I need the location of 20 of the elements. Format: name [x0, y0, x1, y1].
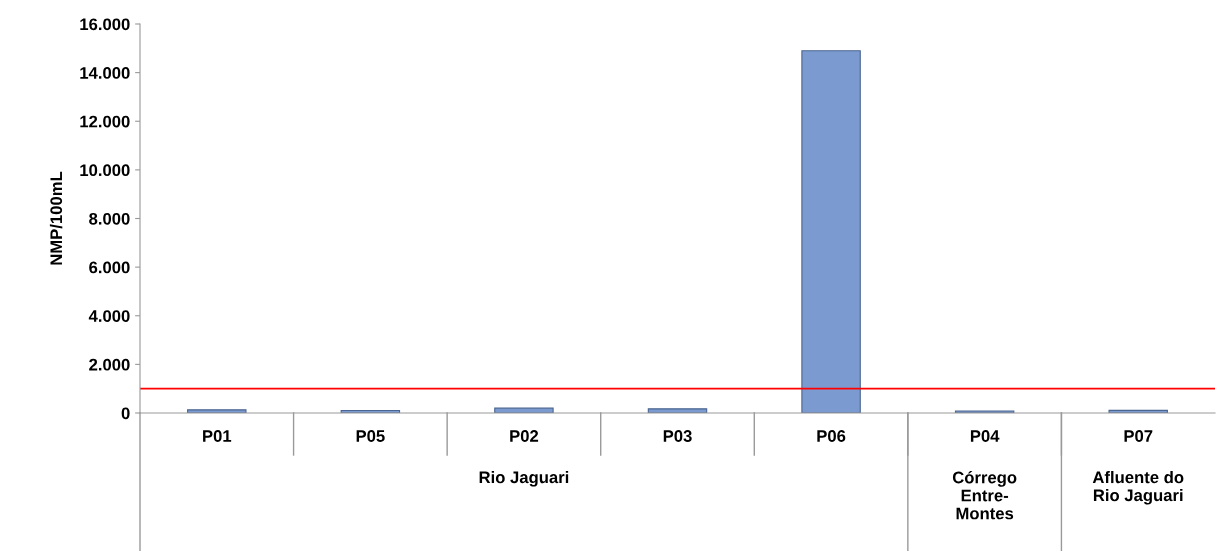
x-tick-label: P05: [356, 430, 385, 442]
x-tick-label: P04: [970, 430, 1000, 442]
y-tick-label: 2.000: [89, 358, 130, 371]
y-tick-label: 6.000: [89, 261, 130, 274]
x-tick-label: P07: [1124, 430, 1153, 442]
text: Afluente do Rio Jaguari: [1092, 471, 1184, 505]
y-tick-label: 16.000: [80, 18, 130, 31]
y-tick-label: 0: [121, 407, 130, 420]
y-tick-label: 14.000: [80, 67, 130, 79]
x-tick-label: P01: [203, 430, 232, 442]
text: Rio Jaguari: [479, 471, 569, 487]
x-tick-label: P06: [817, 430, 846, 442]
x-tick-label: P02: [510, 430, 539, 442]
y-tick-label: 8.000: [89, 212, 130, 225]
x-tick-label: P03: [663, 430, 692, 442]
y-tick-label: 4.000: [88, 310, 130, 322]
y-tick-label: 12.000: [80, 115, 130, 128]
y-tick-label: 10.000: [80, 164, 130, 177]
y-axis-title: NMP/100mL: [49, 171, 63, 265]
text: Córrego Entre- Montes: [952, 471, 1017, 520]
